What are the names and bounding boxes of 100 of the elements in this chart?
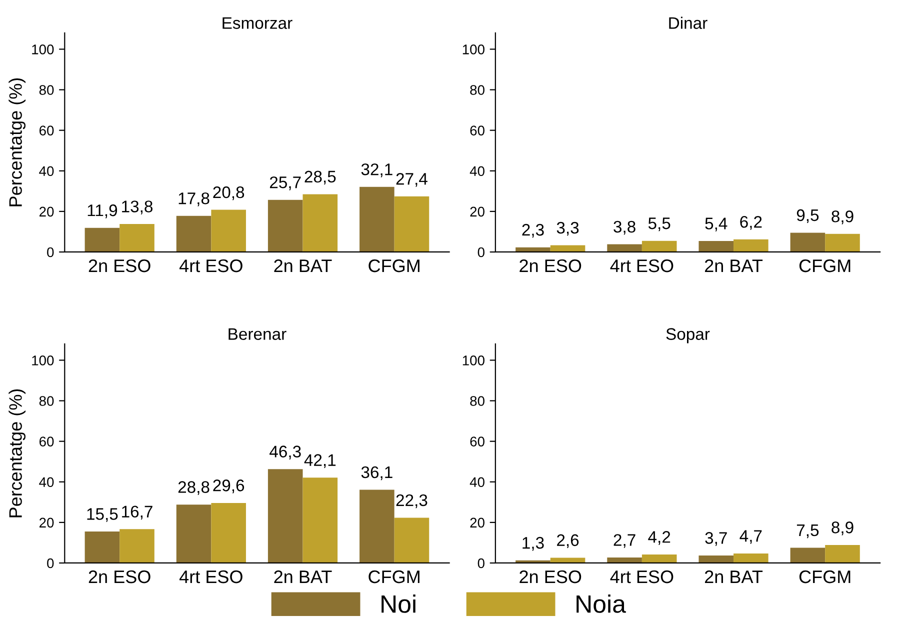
x-tick-label: 2n BAT [274,259,332,272]
y-tick-label: 80 [470,396,484,406]
data-label: 15,5 [87,508,118,522]
y-tick-label: 80 [470,85,484,95]
y-tick-label: 0 [47,247,54,258]
y-tick-label: 60 [40,126,54,136]
bar [607,558,642,563]
y-tick-label: 40 [39,477,54,488]
y-tick-label: 60 [470,126,484,136]
bar [302,194,338,252]
x-tick-label: CFGM [368,259,420,272]
bar [825,234,860,252]
x-tick-label: CFGM [368,570,420,584]
x-tick-label: 2n ESO [88,570,150,584]
y-tick-label: 80 [39,396,54,406]
bar [734,239,768,252]
y-axis-title: Percentatge (%) [8,389,26,518]
y-tick-label: 0 [47,558,54,568]
data-label: 6,2 [740,216,762,230]
legend-label: Noi [382,594,416,613]
chart-title: Berenar [228,328,286,340]
chart-title: Esmorzar [222,17,292,29]
y-tick-label: 40 [470,166,484,176]
y-tick-label: 60 [40,436,54,446]
y-tick-label: 40 [39,166,54,176]
y-axis-title: Percentatge (%) [8,78,26,206]
y-tick-label: 100 [462,356,484,366]
data-label: 4,2 [648,531,670,545]
data-label: 36,1 [361,466,392,480]
bar [211,502,246,563]
bar [84,228,120,252]
data-label: 4,7 [740,530,762,544]
data-label: 2,3 [522,224,544,238]
bar [642,554,677,563]
bar [176,216,212,252]
bar [790,548,826,563]
data-label: 1,3 [522,536,544,551]
y-tick-label: 20 [470,206,484,217]
chart-title: Dinar [669,16,708,29]
data-label: 27,4 [396,172,428,187]
bar [550,558,586,563]
data-label: 3,8 [614,220,636,235]
data-label: 28,5 [304,170,336,185]
bar [302,478,338,563]
x-tick-label: 2n ESO [520,570,582,584]
data-label: 25,7 [270,176,301,190]
x-tick-label: 4rt ESO [610,570,674,584]
bar [607,244,642,252]
data-label: 46,3 [270,446,301,460]
x-tick-label: 4rt ESO [610,259,674,272]
data-label: 22,3 [396,494,428,508]
data-label: 3,7 [705,532,727,546]
x-tick-label: 2n ESO [520,259,582,272]
bar [268,469,303,563]
data-label: 29,6 [213,480,244,494]
data-label: 9,5 [796,209,819,224]
x-tick-label: CFGM [799,570,850,584]
y-tick-label: 40 [470,477,484,488]
y-tick-label: 100 [462,44,484,54]
bar [825,544,860,563]
chart-title: Sopar [666,328,710,344]
bar [120,529,154,563]
x-tick-label: 2n BAT [704,570,763,584]
data-label: 5,4 [705,218,728,232]
data-label: 2,7 [614,534,636,548]
legend-label: Noia [576,594,626,613]
bar [698,241,734,252]
data-label: 16,7 [122,506,152,520]
bar [734,553,768,563]
bar [176,504,212,563]
x-tick-label: 2n BAT [704,259,763,272]
x-tick-label: 2n ESO [88,259,150,272]
data-label: 8,9 [832,522,854,536]
bar [360,186,394,252]
data-label: 11,9 [88,204,118,218]
y-tick-label: 20 [39,206,54,217]
y-tick-label: 0 [478,558,484,568]
data-label: 5,5 [648,218,670,232]
y-tick-label: 80 [39,85,54,95]
y-tick-label: 60 [470,436,484,446]
data-label: 32,1 [361,163,392,178]
data-label: 3,3 [556,222,579,236]
data-label: 20,8 [213,186,244,200]
x-tick-label: 2n BAT [274,570,332,584]
data-label: 13,8 [122,200,152,214]
bar [84,532,120,563]
data-label: 8,9 [832,210,854,224]
bar [698,555,734,563]
data-label: 17,8 [178,192,210,206]
bar [211,210,246,252]
data-label: 2,6 [557,534,579,548]
bar [394,196,430,252]
bar [120,224,154,252]
y-tick-label: 20 [470,518,484,528]
y-tick-label: 100 [32,356,54,366]
bar [642,240,677,252]
data-label: 28,8 [178,481,210,495]
y-tick-label: 20 [39,518,54,528]
bar [790,232,826,252]
bar [268,200,303,252]
